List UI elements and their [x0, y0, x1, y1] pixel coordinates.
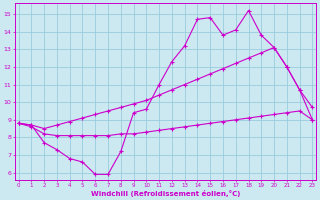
- X-axis label: Windchill (Refroidissement éolien,°C): Windchill (Refroidissement éolien,°C): [91, 190, 240, 197]
